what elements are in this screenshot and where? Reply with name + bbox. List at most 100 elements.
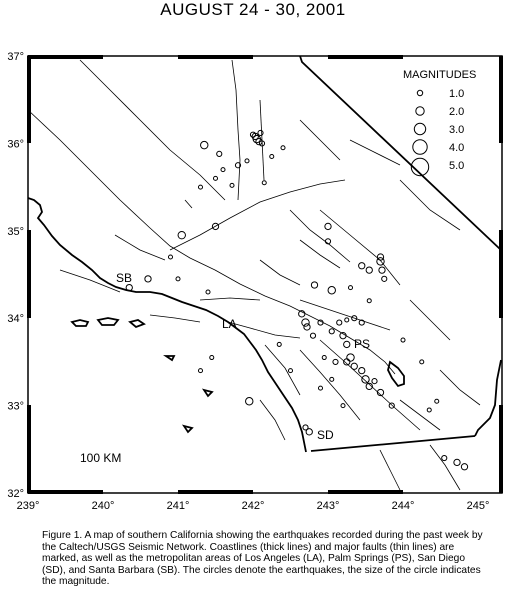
earthquake-circle bbox=[371, 378, 378, 385]
lon-tick-label: 244° bbox=[392, 500, 415, 512]
island-4 bbox=[163, 355, 176, 362]
earthquake-circle bbox=[205, 289, 211, 295]
legend-title: MAGNITUDES bbox=[403, 69, 476, 81]
earthquake-circle bbox=[249, 131, 257, 138]
lon-tick-label: 239° bbox=[17, 500, 40, 512]
lat-tick-label: 33° bbox=[7, 401, 24, 413]
earthquake-circle bbox=[309, 332, 317, 339]
earthquake-circle bbox=[287, 368, 294, 374]
earthquake-circle bbox=[177, 230, 186, 240]
earthquake-circle bbox=[245, 397, 254, 406]
earthquake-circle bbox=[303, 323, 311, 331]
city-label-sd: SD bbox=[317, 428, 334, 442]
map-title: AUGUST 24 - 30, 2001 bbox=[160, 0, 346, 19]
ca-mexico-border bbox=[310, 435, 476, 452]
frame-ticks bbox=[27, 55, 503, 494]
earthquake-circle bbox=[175, 276, 181, 282]
earthquake-circle bbox=[344, 317, 350, 323]
earthquake-circle bbox=[365, 266, 373, 274]
lon-tick-label: 245° bbox=[467, 500, 490, 512]
earthquake-circle bbox=[324, 222, 332, 231]
lat-tick-label: 32° bbox=[7, 488, 24, 500]
earthquake-circle bbox=[376, 253, 385, 261]
san-andreas-fault bbox=[27, 109, 396, 375]
city-label-la: LA bbox=[222, 317, 237, 331]
earthquake-circle bbox=[125, 283, 133, 292]
earthquake-circle bbox=[317, 319, 324, 326]
island-3 bbox=[128, 319, 146, 329]
earthquake-circle bbox=[453, 458, 461, 467]
earthquake-circle bbox=[434, 398, 440, 404]
earthquake-circle bbox=[400, 337, 406, 343]
earthquake-circle bbox=[200, 140, 209, 150]
faults bbox=[27, 59, 481, 491]
earthquake-circle bbox=[460, 463, 469, 471]
earthquake-circle bbox=[220, 167, 226, 173]
map-frame bbox=[27, 55, 503, 494]
legend-circle bbox=[415, 106, 425, 116]
lat-tick-label: 34° bbox=[7, 313, 24, 325]
earthquake-circle bbox=[216, 150, 223, 157]
city-label-ps: PS bbox=[354, 337, 370, 351]
earthquake-circle bbox=[381, 275, 388, 282]
earthquake-circle bbox=[257, 129, 264, 136]
earthquake-circle bbox=[197, 368, 204, 374]
earthquake-circle bbox=[302, 424, 309, 431]
earthquake-circle bbox=[378, 266, 386, 274]
lon-tick-label: 241° bbox=[167, 500, 190, 512]
earthquake-circle bbox=[212, 175, 219, 181]
earthquake-circle bbox=[336, 319, 343, 326]
earthquake-circle bbox=[255, 138, 263, 146]
earthquake-circle bbox=[280, 145, 286, 151]
earthquake-circle bbox=[324, 238, 332, 245]
legend-circle bbox=[412, 139, 428, 155]
legend-label: 3.0 bbox=[449, 124, 464, 136]
earthquake-circle bbox=[211, 222, 220, 231]
city-label-sb: SB bbox=[116, 271, 132, 285]
earthquake-circle bbox=[376, 388, 385, 397]
magnitude-legend: MAGNITUDES 1.0 2.0 3.0 4.0 5.0 bbox=[403, 69, 476, 177]
island-1 bbox=[70, 319, 90, 327]
earthquake-circle bbox=[305, 428, 313, 436]
scale-label: 100 KM bbox=[80, 451, 121, 465]
earthquake-circle bbox=[343, 358, 351, 366]
earthquake-circle bbox=[339, 332, 347, 340]
legend-circle bbox=[413, 122, 427, 136]
legend-label: 2.0 bbox=[449, 106, 464, 118]
lon-tick-label: 243° bbox=[317, 500, 340, 512]
earthquake-circle bbox=[209, 355, 215, 361]
earthquake-circle bbox=[426, 407, 432, 413]
earthquake-circle bbox=[234, 162, 242, 169]
earthquake-circle bbox=[388, 402, 395, 409]
island-5 bbox=[201, 388, 214, 398]
ca-nv-border bbox=[299, 55, 502, 251]
earthquake-circle bbox=[441, 454, 448, 462]
salton-sea bbox=[387, 360, 405, 388]
earthquake-circle bbox=[261, 180, 267, 186]
earthquake-circle bbox=[317, 385, 324, 391]
earthquake-circle bbox=[340, 403, 346, 409]
earthquake-circle bbox=[347, 285, 354, 291]
earthquake-circle bbox=[346, 353, 355, 362]
earthquake-circle bbox=[229, 182, 235, 188]
earthquake-markers bbox=[125, 129, 469, 471]
state-borders bbox=[299, 55, 502, 452]
legend-label: 4.0 bbox=[449, 142, 464, 154]
lon-tick-label: 242° bbox=[242, 500, 265, 512]
earthquake-circle bbox=[301, 318, 310, 327]
garlock-fault bbox=[169, 179, 346, 251]
legend-circle bbox=[410, 157, 430, 177]
earthquake-circle bbox=[358, 319, 365, 326]
earthquake-circle bbox=[358, 366, 366, 375]
earthquake-circle bbox=[276, 341, 282, 347]
legend-label: 5.0 bbox=[449, 160, 464, 172]
lon-tick-label: 240° bbox=[92, 500, 115, 512]
earthquake-circle bbox=[197, 184, 204, 190]
lat-tick-label: 37° bbox=[7, 51, 24, 63]
earthquake-circle bbox=[298, 310, 306, 318]
figure-caption: Figure 1. A map of southern California s… bbox=[42, 530, 483, 588]
earthquake-circle bbox=[244, 158, 250, 164]
earthquake-circle bbox=[167, 254, 174, 260]
earthquake-circle bbox=[321, 355, 327, 361]
